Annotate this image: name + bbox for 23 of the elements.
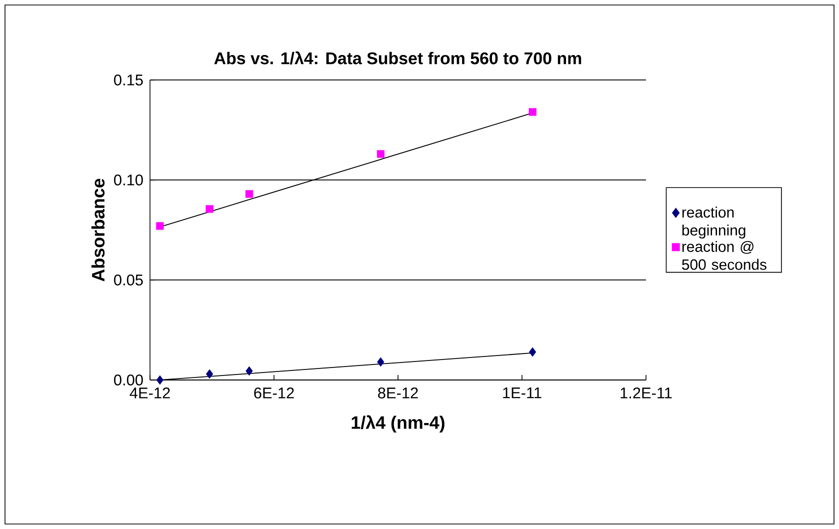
y-tick-label: 0.15 [114,74,143,86]
x-tick-label: 8E-12 [378,388,418,398]
y-tick-label: 0.00 [114,374,143,386]
y-tick-label: 0.05 [114,274,143,286]
point [206,205,214,213]
chart-title: Abs vs. 1/λ4: Data Subset from 560 to 700 nm [214,51,582,64]
point [156,222,164,230]
x-tick-label: 4E-12 [130,388,170,398]
legend-label: reaction @ 500 seconds [682,240,766,270]
x-tick-label: 6E-12 [254,388,294,398]
y-tick-label: 0.10 [114,174,143,186]
point [246,366,253,376]
point [245,190,254,198]
point [206,369,214,379]
point [156,375,164,385]
point [528,347,536,357]
x-axis-title: 1/λ4 (nm-4) [352,415,444,432]
x-tick-label: 1E-11 [503,388,542,398]
x-tick-label: 1.2E-11 [620,388,672,398]
y-axis-title: Absorbance [91,178,105,282]
point [528,108,536,116]
point [376,150,384,158]
point [377,357,384,367]
